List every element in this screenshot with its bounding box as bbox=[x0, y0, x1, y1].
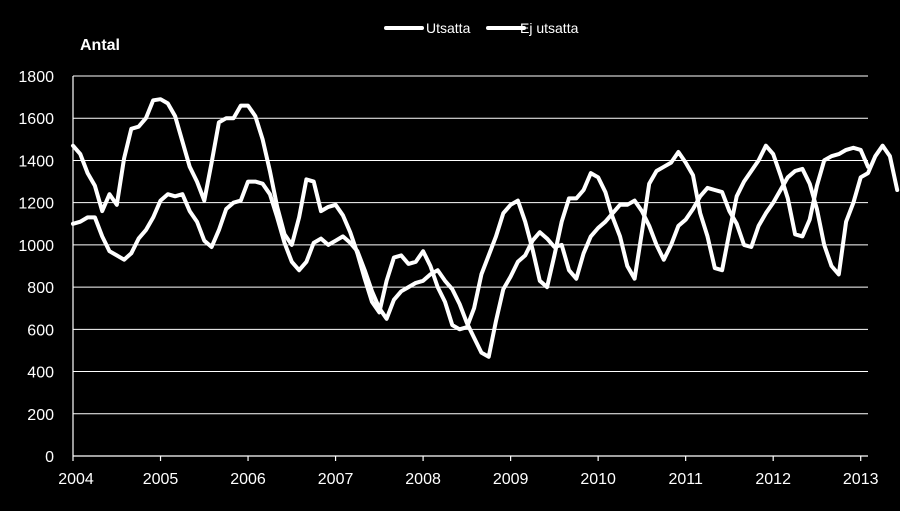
y-tick-label: 400 bbox=[27, 365, 54, 382]
tick-labels: 0 200 400 600 800 1000 1200 1400 1600 1800 2004 200… bbox=[18, 69, 878, 488]
y-tick-label: 0 bbox=[45, 449, 54, 466]
series-line-ej-utsatta bbox=[71, 143, 900, 359]
y-tick-label: 600 bbox=[27, 322, 54, 339]
x-tick-label: 2010 bbox=[580, 471, 616, 488]
x-tick-label: 2005 bbox=[143, 471, 179, 488]
x-tick-label: 2007 bbox=[318, 471, 354, 488]
series-lines bbox=[71, 97, 900, 359]
y-tick-label: 1200 bbox=[18, 196, 54, 213]
x-tick-label: 2006 bbox=[230, 471, 266, 488]
y-tick-label: 1400 bbox=[18, 153, 54, 170]
legend-label-ej-utsatta: Ej utsatta bbox=[520, 20, 579, 36]
y-tick-label: 200 bbox=[27, 407, 54, 424]
x-tick-label: 2012 bbox=[755, 471, 791, 488]
y-tick-label: 1600 bbox=[18, 111, 54, 128]
series-line-utsatta bbox=[71, 97, 870, 332]
x-tick-label: 2011 bbox=[668, 471, 703, 488]
axes bbox=[72, 76, 868, 461]
x-tick-label: 2008 bbox=[405, 471, 441, 488]
y-axis-title: Antal bbox=[80, 37, 120, 54]
y-tick-label: 800 bbox=[27, 280, 54, 297]
gridlines bbox=[73, 75, 868, 415]
legend: Utsatta Ej utsatta bbox=[384, 20, 579, 36]
y-tick-label: 1800 bbox=[18, 69, 54, 86]
y-tick-label: 1000 bbox=[18, 238, 54, 255]
x-tick-label: 2004 bbox=[58, 471, 94, 488]
x-tick-label: 2013 bbox=[843, 471, 879, 488]
legend-label-utsatta: Utsatta bbox=[426, 20, 471, 36]
x-tick-label: 2009 bbox=[493, 471, 529, 488]
